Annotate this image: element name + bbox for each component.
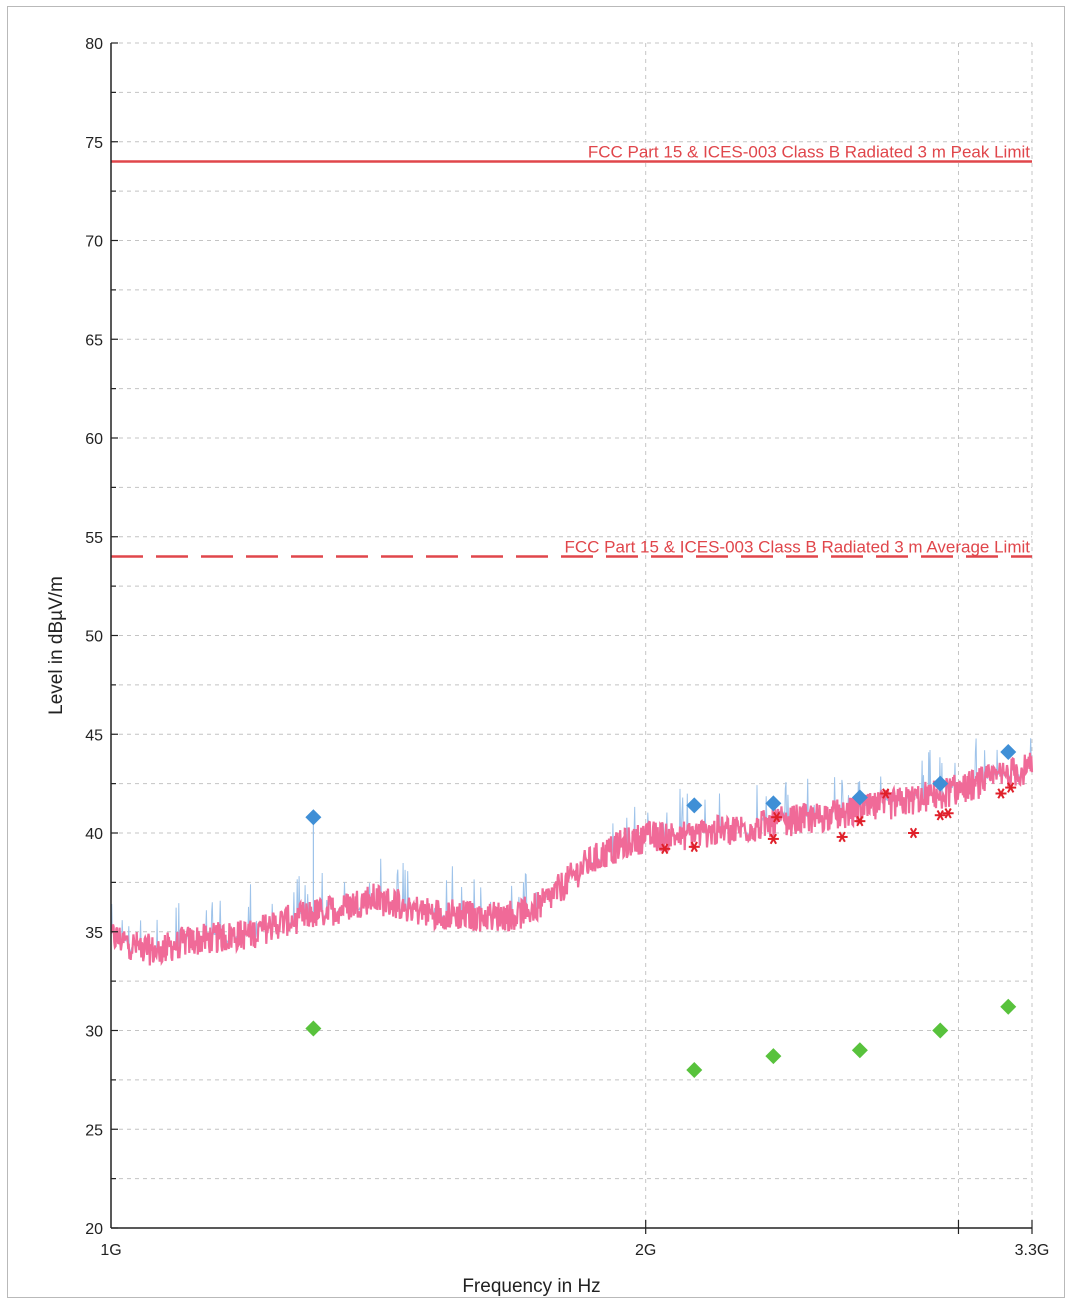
final-measurement-marker (854, 815, 866, 827)
peak-limit-label: FCC Part 15 & ICES-003 Class B Radiated … (588, 143, 1030, 162)
x-tick-label: 2G (635, 1242, 656, 1259)
average-marker (851, 1042, 868, 1059)
asterisk-stroke (936, 809, 944, 821)
asterisk-stroke (838, 831, 846, 843)
y-tick-label: 80 (85, 36, 103, 53)
average-trace-line (110, 752, 1034, 967)
peak-marker (686, 797, 703, 814)
grid (111, 42, 1033, 1229)
asterisk-stroke (690, 841, 698, 853)
y-tick-label: 40 (85, 826, 103, 843)
y-tick-label: 30 (85, 1024, 103, 1041)
final-measurement-marker (659, 843, 671, 855)
final-measurement-marker (907, 827, 919, 839)
average-limit-label: FCC Part 15 & ICES-003 Class B Radiated … (565, 538, 1031, 557)
asterisk-stroke (944, 807, 952, 819)
asterisk-stroke (856, 815, 864, 827)
peak-marker (765, 795, 782, 812)
x-tick-label: 1G (100, 1242, 121, 1259)
final-measurement-marker (771, 811, 783, 823)
y-tick-label: 70 (85, 234, 103, 251)
measurement-trace (110, 738, 1034, 967)
final-measurement-marker (1005, 782, 1017, 793)
asterisk-stroke (1007, 782, 1015, 793)
y-tick-label: 55 (85, 530, 103, 547)
final-measurement-marker (934, 809, 946, 821)
average-marker (1000, 998, 1017, 1015)
peak-marker (305, 809, 322, 826)
limit-lines: FCC Part 15 & ICES-003 Class B Radiated … (111, 143, 1032, 558)
y-tick-label: 75 (85, 135, 103, 152)
y-tick-label: 20 (85, 1221, 103, 1238)
final-measurement-marker (880, 788, 892, 799)
y-tick-label: 25 (85, 1122, 103, 1139)
asterisk-stroke (773, 811, 781, 823)
average-marker (932, 1022, 949, 1039)
chart-frame: FCC Part 15 & ICES-003 Class B Radiated … (7, 6, 1065, 1298)
axes: 20 25 30 35 40 45 50 55 60 65 70 75 80 1G 2G 3.3G (85, 36, 1049, 1259)
average-marker (765, 1048, 782, 1065)
average-marker (305, 1020, 322, 1037)
y-tick-label: 35 (85, 925, 103, 942)
peak-marker (851, 789, 868, 806)
x-axis-title: Frequency in Hz (462, 1276, 600, 1297)
final-measurement-marker (942, 807, 954, 819)
y-tick-label: 50 (85, 629, 103, 646)
final-measurement-marker (995, 788, 1007, 799)
emi-chart: FCC Part 15 & ICES-003 Class B Radiated … (46, 36, 1049, 1297)
average-marker (686, 1062, 703, 1078)
y-tick-label: 60 (85, 431, 103, 448)
y-axis-title: Level in dBµV/m (46, 576, 67, 715)
x-tick-label: 3.3G (1015, 1242, 1050, 1259)
peak-marker (1000, 744, 1017, 761)
final-measurement-marker (688, 841, 700, 853)
peak-marker (932, 775, 949, 792)
y-tick-label: 45 (85, 727, 103, 744)
measurement-markers (305, 744, 1017, 1078)
asterisk-stroke (769, 833, 777, 845)
y-tick-label: 65 (85, 332, 103, 349)
asterisk-stroke (661, 843, 669, 855)
asterisk-stroke (997, 788, 1005, 799)
final-measurement-marker (767, 833, 779, 845)
final-measurement-marker (836, 831, 848, 843)
asterisk-stroke (909, 827, 918, 839)
asterisk-stroke (882, 788, 890, 799)
